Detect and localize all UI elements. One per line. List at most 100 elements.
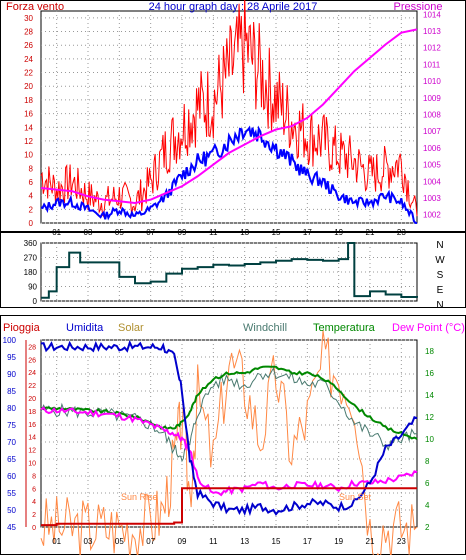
rain-tick-label: 16 — [28, 422, 36, 429]
climate-time-tick-label: 15 — [272, 537, 281, 546]
rain-tick-label: 8 — [32, 473, 36, 480]
wind-tick-label: 0 — [29, 219, 34, 228]
wind-tick-label: 16 — [24, 110, 33, 119]
climate-time-tick-label: 09 — [178, 537, 187, 546]
time-tick-label: 03 — [84, 228, 93, 237]
rain-tick-label: 12 — [28, 448, 36, 455]
time-tick-label: 17 — [303, 228, 312, 237]
climate-time-tick-label: 11 — [209, 537, 218, 546]
pressure-tick-label: 1005 — [423, 161, 441, 170]
direction-tick-label: 90 — [28, 283, 37, 292]
rain-tick-label: 6 — [32, 486, 36, 493]
ticks-top: 0246810121416182022242628301002100310041… — [24, 10, 441, 237]
rain-tick-label: 26 — [28, 357, 36, 364]
humidity-tick-label: 50 — [7, 506, 16, 515]
time-tick-label: 23 — [397, 228, 406, 237]
pressure-tick-label: 1003 — [423, 194, 441, 203]
climate-time-tick-label: 07 — [146, 537, 155, 546]
temperature-tick-label: 6 — [425, 479, 430, 488]
pressure-series-line — [40, 28, 418, 204]
wind-tick-label: 2 — [29, 205, 34, 214]
pressure-tick-label: 1011 — [423, 60, 441, 69]
time-tick-label: 09 — [178, 228, 187, 237]
rain-tick-label: 28 — [28, 344, 36, 351]
temperature-tick-label: 2 — [425, 523, 430, 532]
time-tick-label: 13 — [240, 228, 249, 237]
temperature-tick-label: 8 — [425, 457, 430, 466]
rain-tick-label: 2 — [32, 512, 36, 519]
humidity-tick-label: 55 — [7, 489, 16, 498]
rain-tick-label: 14 — [28, 435, 36, 442]
temperature-tick-label: 4 — [425, 501, 430, 510]
pressure-tick-label: 1010 — [423, 77, 441, 86]
humidity-tick-label: 100 — [3, 336, 17, 345]
direction-tick-label: 360 — [24, 239, 38, 248]
wind-tick-label: 10 — [24, 151, 33, 160]
temperature-tick-label: 16 — [425, 369, 434, 378]
rain-tick-label: 22 — [28, 383, 36, 390]
time-tick-label: 15 — [272, 228, 281, 237]
wind-tick-label: 22 — [24, 69, 33, 78]
time-tick-label: 05 — [115, 228, 124, 237]
wind-axis-title: Forza vento — [6, 1, 64, 13]
rain-tick-label: 18 — [28, 409, 36, 416]
humidity-tick-label: 75 — [7, 421, 16, 430]
pressure-tick-label: 1014 — [423, 10, 441, 19]
grid-dir — [41, 242, 417, 302]
rain-tick-label: 0 — [32, 525, 36, 532]
rain-tick-label: 20 — [28, 396, 36, 403]
wind-tick-label: 8 — [29, 164, 34, 173]
wind-tick-label: 24 — [24, 55, 33, 64]
time-tick-label: 07 — [146, 228, 155, 237]
wind-tick-label: 26 — [24, 41, 33, 50]
direction-series-line — [41, 242, 418, 299]
humidity-tick-label: 65 — [7, 455, 16, 464]
climate-time-tick-label: 03 — [84, 537, 93, 546]
compass-label: N — [436, 300, 443, 311]
climate-time-tick-label: 19 — [334, 537, 343, 546]
ticks-bottom: 4550556065707580859095100024681012141618… — [3, 336, 435, 546]
rain-tick-label: 10 — [28, 461, 36, 468]
humidity-tick-label: 80 — [7, 404, 16, 413]
series-top — [40, 0, 418, 224]
compass-label: S — [437, 270, 444, 281]
legend-temperature: Temperatura — [313, 322, 376, 334]
pressure-tick-label: 1012 — [423, 44, 441, 53]
legend-humidity: Umidita — [66, 322, 104, 334]
humidity-tick-label: 95 — [7, 353, 16, 362]
wind-tick-label: 6 — [29, 178, 34, 187]
pressure-tick-label: 1013 — [423, 27, 441, 36]
wind-tick-label: 14 — [24, 123, 33, 132]
humidity-series-line — [40, 339, 418, 517]
temperature-tick-label: 12 — [425, 413, 434, 422]
legend-windchill: Windchill — [243, 322, 287, 334]
sunset-label: Sun Set — [339, 492, 372, 502]
pressure-tick-label: 1009 — [423, 94, 441, 103]
direction-tick-label: 0 — [33, 297, 38, 306]
legend-dewpoint: Dew Point (°C) — [392, 322, 465, 334]
rain-series-line — [41, 487, 417, 527]
direction-tick-label: 270 — [24, 254, 38, 263]
compass-label: N — [436, 240, 443, 251]
humidity-tick-label: 85 — [7, 387, 16, 396]
climate-time-tick-label: 21 — [366, 537, 375, 546]
series-bottom — [40, 330, 418, 560]
climate-time-tick-label: 13 — [240, 537, 249, 546]
solar-series-line — [40, 330, 418, 560]
wind-tick-label: 28 — [24, 28, 33, 37]
temperature-tick-label: 10 — [425, 435, 434, 444]
time-tick-label: 01 — [52, 228, 61, 237]
climate-time-tick-label: 05 — [115, 537, 124, 546]
chart-title: 24 hour graph day : 28 Aprile 2017 — [149, 1, 318, 13]
time-tick-label: 19 — [334, 228, 343, 237]
rain-tick-label: 4 — [32, 499, 36, 506]
series-dir — [41, 242, 418, 299]
compass-label: E — [437, 285, 444, 296]
wind-tick-label: 12 — [24, 137, 33, 146]
pressure-axis-title: Pressione — [394, 1, 443, 13]
humidity-tick-label: 45 — [7, 523, 16, 532]
pressure-tick-label: 1008 — [423, 110, 441, 119]
rain-tick-label: 24 — [28, 370, 36, 377]
pressure-tick-label: 1007 — [423, 127, 441, 136]
